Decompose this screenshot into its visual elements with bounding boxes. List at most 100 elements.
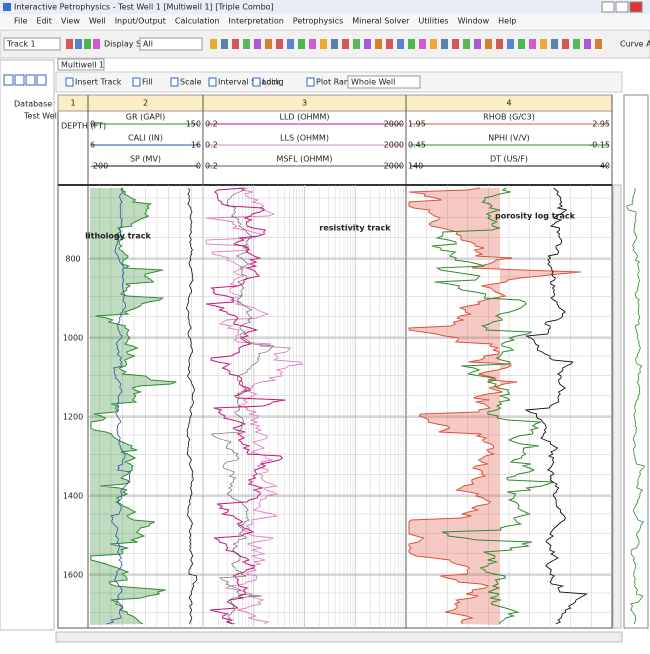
plot-tool[interactable]: Scale	[180, 78, 202, 87]
toolbar-icon[interactable]	[441, 39, 448, 49]
menu-item[interactable]: Utilities	[418, 17, 448, 26]
plot-tool-icon[interactable]	[65, 77, 74, 87]
plot-tool-icon[interactable]	[306, 77, 315, 87]
toolbar-icon[interactable]	[463, 39, 470, 49]
curve-left-scale: -200	[90, 162, 108, 171]
toolbar-icon[interactable]	[309, 39, 316, 49]
toolbar-icon[interactable]	[232, 39, 239, 49]
toolbar-icon[interactable]	[331, 39, 338, 49]
menu-item[interactable]: Edit	[36, 17, 52, 26]
toolbar-icon[interactable]	[75, 39, 82, 49]
toolbar-icon[interactable]	[287, 39, 294, 49]
toolbar-icon[interactable]	[408, 39, 415, 49]
depth-header: DEPTH (FT)	[61, 122, 106, 131]
toolbar-icon[interactable]	[66, 39, 73, 49]
toolbar-icon[interactable]	[364, 39, 371, 49]
toolbar-icon[interactable]	[419, 39, 426, 49]
toolbar-icon[interactable]	[265, 39, 272, 49]
close-button[interactable]	[629, 1, 643, 13]
toolbar-icon[interactable]	[254, 39, 261, 49]
log-trace	[205, 187, 304, 625]
plot-toolbar	[55, 71, 623, 93]
minimize-button[interactable]	[601, 1, 615, 13]
curve-left-scale: 0.2	[205, 141, 218, 150]
toolbar-icon[interactable]	[430, 39, 437, 49]
toolbar-icon[interactable]	[320, 39, 327, 49]
menu-bar	[0, 14, 650, 28]
tree-item[interactable]: Test Well 1	[23, 112, 67, 121]
toolbar-icon[interactable]	[452, 39, 459, 49]
app-icon	[3, 3, 11, 11]
panel-icon[interactable]	[25, 74, 36, 86]
toolbar-icon[interactable]	[221, 39, 228, 49]
plot-tool[interactable]: Fill	[142, 78, 153, 87]
plot-tool[interactable]: Insert Track	[75, 78, 122, 87]
panel-icon[interactable]	[3, 74, 14, 86]
curve-name: LLS (OHMM)	[280, 134, 329, 143]
curve-left-scale: 0.45	[408, 141, 426, 150]
curve-left-scale: 1.95	[408, 120, 426, 129]
panel-icon[interactable]	[36, 74, 47, 86]
range-value: Whole Well	[351, 78, 395, 87]
menu-item[interactable]: Help	[498, 17, 516, 26]
plot-tool[interactable]: Interval Shading	[218, 78, 284, 87]
menu-item[interactable]: Calculation	[175, 17, 220, 26]
toolbar-icon[interactable]	[84, 39, 91, 49]
range-select[interactable]	[347, 75, 421, 89]
depth-label: 1400	[63, 492, 83, 501]
display-select[interactable]	[139, 37, 203, 51]
plot-tab[interactable]	[57, 58, 105, 71]
track-select[interactable]	[3, 37, 61, 51]
curve-right-scale: 40	[600, 162, 610, 171]
toolbar-icon[interactable]	[573, 39, 580, 49]
toolbar-icon[interactable]	[562, 39, 569, 49]
curve-shading	[409, 188, 581, 625]
panel-icon[interactable]	[14, 74, 25, 86]
plot-tool[interactable]: Plot Range	[316, 78, 359, 87]
v-scrollbar[interactable]	[612, 184, 622, 629]
toolbar-icon[interactable]	[210, 39, 217, 49]
toolbar-icon[interactable]	[584, 39, 591, 49]
curve-right-scale: 2000	[384, 120, 404, 129]
toolbar-icon[interactable]	[375, 39, 382, 49]
curve-right-scale: 0	[196, 162, 201, 171]
toolbar-icon[interactable]	[485, 39, 492, 49]
plot-tool-icon[interactable]	[208, 77, 217, 87]
menu-item[interactable]: Window	[458, 17, 490, 26]
toolbar-icon[interactable]	[474, 39, 481, 49]
h-scrollbar[interactable]	[55, 631, 623, 643]
log-trace	[106, 187, 132, 625]
menu-item[interactable]: View	[61, 17, 80, 26]
plot-tool-icon[interactable]	[170, 77, 179, 87]
plot-tool-icon[interactable]	[132, 77, 141, 87]
menu-item[interactable]: Petrophysics	[293, 17, 343, 26]
toolbar-icon[interactable]	[353, 39, 360, 49]
menu-item[interactable]: Input/Output	[115, 17, 166, 26]
menu-item[interactable]: File	[14, 17, 27, 26]
toolbar-icon[interactable]	[507, 39, 514, 49]
plot-tool-icon[interactable]	[252, 77, 261, 87]
toolbar-icon[interactable]	[551, 39, 558, 49]
toolbar-icon[interactable]	[595, 39, 602, 49]
plot-tool[interactable]: Lock	[262, 78, 281, 87]
tree-item[interactable]: Database	[14, 100, 52, 109]
toolbar-icon[interactable]	[397, 39, 404, 49]
menu-item[interactable]: Mineral Solver	[352, 17, 410, 26]
toolbar-icon[interactable]	[276, 39, 283, 49]
toolbar-icon[interactable]	[496, 39, 503, 49]
toolbar-icon[interactable]	[342, 39, 349, 49]
curve-attr: Curve Attr	[620, 40, 650, 49]
toolbar-icon[interactable]	[518, 39, 525, 49]
track-annotation: resistivity track	[319, 224, 391, 233]
toolbar-icon[interactable]	[529, 39, 536, 49]
toolbar-icon[interactable]	[93, 39, 100, 49]
curve-name: DT (US/F)	[490, 155, 528, 164]
menu-item[interactable]: Well	[89, 17, 106, 26]
maximize-button[interactable]	[615, 1, 629, 13]
menu-item[interactable]: Interpretation	[229, 17, 284, 26]
toolbar-icon[interactable]	[540, 39, 547, 49]
curve-left-scale: 0	[90, 120, 95, 129]
toolbar-icon[interactable]	[243, 39, 250, 49]
toolbar-icon[interactable]	[298, 39, 305, 49]
toolbar-icon[interactable]	[386, 39, 393, 49]
